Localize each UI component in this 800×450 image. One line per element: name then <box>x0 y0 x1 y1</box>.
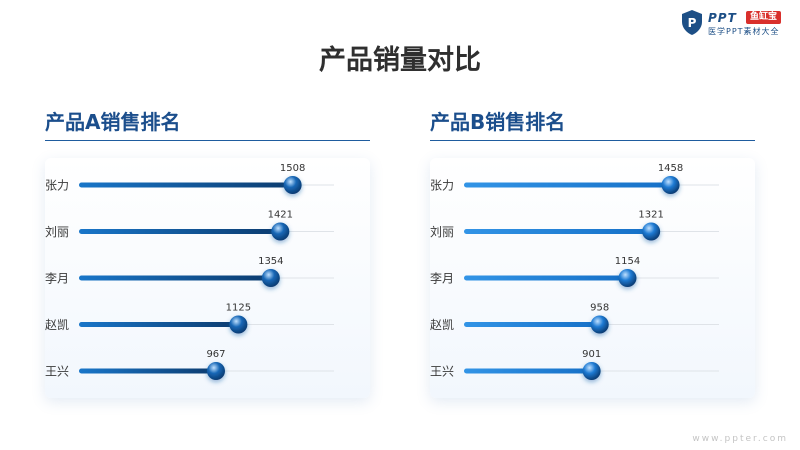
value-label: 1458 <box>658 163 683 174</box>
bar-end-knob <box>229 315 248 334</box>
value-label: 1321 <box>638 210 663 221</box>
brand-logo: P PPT 鱼缸宝 医学PPT素材大全 <box>680 9 792 39</box>
value-label: 958 <box>590 303 609 314</box>
category-label: 张力 <box>45 179 69 193</box>
panel-b-divider <box>430 140 755 141</box>
category-label: 刘丽 <box>430 225 454 239</box>
brand-tagline: 医学PPT素材大全 <box>708 27 780 36</box>
page-title: 产品销量对比 <box>319 45 481 76</box>
bar <box>464 322 600 327</box>
category-label: 李月 <box>430 271 454 286</box>
category-label: 赵凯 <box>430 318 454 332</box>
bar <box>464 182 671 188</box>
shield-logo-icon: P <box>682 10 702 35</box>
bar-end-knob <box>618 269 637 287</box>
value-label: 1154 <box>615 256 640 267</box>
category-label: 张力 <box>430 179 454 193</box>
value-label: 1125 <box>226 303 251 314</box>
category-label: 刘丽 <box>45 225 69 239</box>
bar <box>79 322 239 327</box>
brand-name: PPT <box>708 11 737 25</box>
bar <box>79 275 271 281</box>
category-label: 赵凯 <box>45 318 69 332</box>
category-label: 李月 <box>45 271 69 286</box>
svg-text:P: P <box>688 16 697 30</box>
panel-a-divider <box>45 140 370 141</box>
bar-end-knob <box>582 362 601 380</box>
bar <box>464 275 628 281</box>
bar-end-knob <box>661 176 680 194</box>
bar <box>79 229 281 234</box>
bar <box>464 229 652 234</box>
bar <box>79 182 293 188</box>
panel-b-title: 产品B销售排名 <box>430 110 566 134</box>
bar-end-knob <box>271 222 290 241</box>
footer-url: www.ppter.com <box>692 434 788 444</box>
bar-end-knob <box>590 315 609 334</box>
panel-a-title: 产品A销售排名 <box>45 110 181 134</box>
bar <box>464 368 592 374</box>
brand-badge: 鱼缸宝 <box>746 11 782 24</box>
value-label: 901 <box>582 349 601 360</box>
category-label: 王兴 <box>45 365 69 379</box>
category-label: 王兴 <box>430 365 454 379</box>
bar-end-knob <box>206 362 225 380</box>
bar-end-knob <box>261 269 280 287</box>
value-label: 1508 <box>280 163 305 174</box>
chart-panel-b: 张力 1458 刘丽 1321 李月 1154 赵凯 958 王兴 901 <box>430 163 719 380</box>
value-label: 967 <box>206 349 225 360</box>
bar <box>79 368 216 374</box>
bar-end-knob <box>283 176 302 194</box>
chart-panel-a: 张力 1508 刘丽 1421 李月 1354 赵凯 1125 王兴 967 <box>45 163 334 380</box>
value-label: 1354 <box>258 256 283 267</box>
value-label: 1421 <box>268 210 293 221</box>
bar-end-knob <box>642 222 661 241</box>
